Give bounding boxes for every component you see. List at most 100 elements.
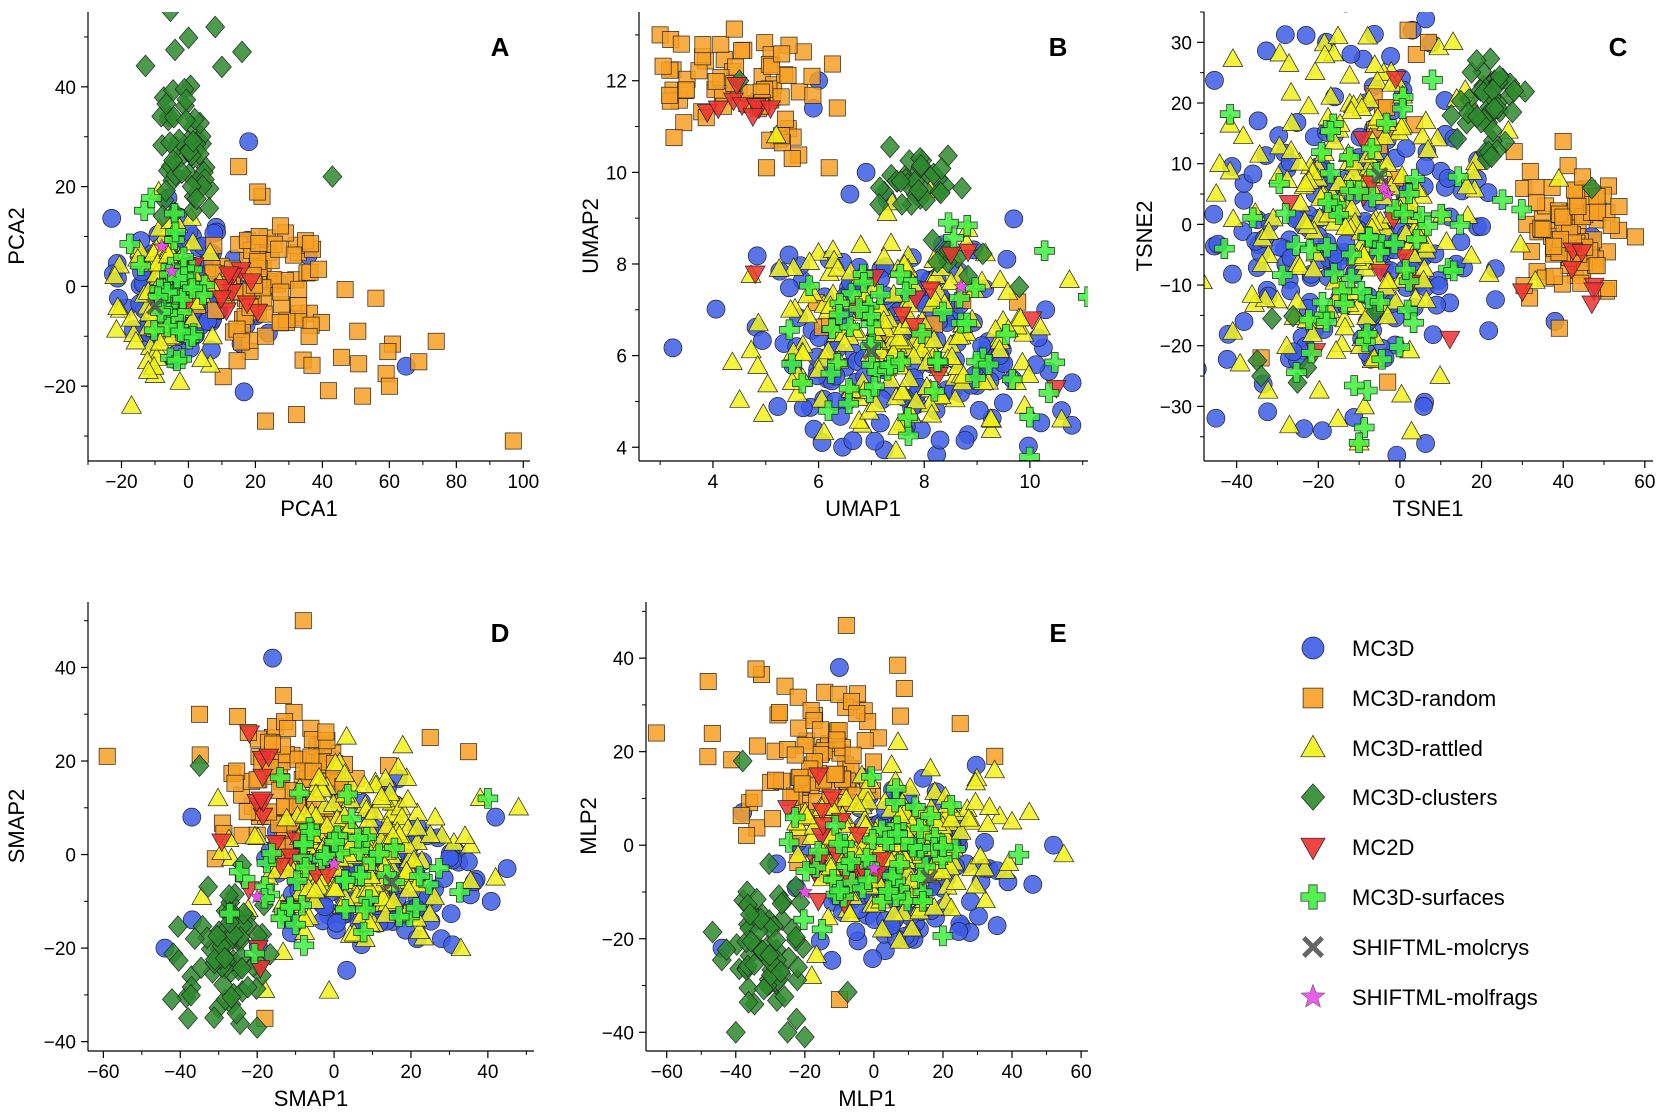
point-surfaces [1285,235,1307,256]
point-rattled [383,890,405,909]
point-rattled [1385,290,1407,310]
point-rattled [392,734,414,754]
point-MC3D [955,430,975,450]
point-random [410,353,428,371]
point-surfaces [405,897,427,918]
point-surfaces [1492,189,1513,211]
point-rattled [740,339,762,359]
point-rattled [835,787,857,807]
point-rattled [121,395,142,414]
point-clusters [322,165,343,188]
point-mc2d [236,295,258,315]
point-surfaces [861,766,882,787]
y-tick-label: 0 [623,836,634,857]
point-surfaces [315,845,336,867]
point-rattled [924,781,946,800]
point-rattled [1377,305,1399,325]
point-surfaces [1320,120,1341,142]
point-surfaces [1385,199,1406,220]
point-MC3D [441,904,461,924]
point-MC3D [1423,325,1443,345]
point-rattled [322,793,344,812]
point-MC3D [1258,402,1277,422]
point-rattled [1249,143,1271,163]
series-molcrys-panel-A [146,297,164,316]
point-clusters [213,973,234,997]
point-surfaces [1008,844,1030,865]
panel-B-points [651,20,1088,461]
point-clusters [1481,145,1502,169]
point-surfaces [829,880,850,901]
point-clusters [247,1016,268,1039]
point-rattled [958,807,980,827]
point-surfaces [334,869,356,891]
point-MC3D [440,848,460,868]
point-rattled [969,845,991,865]
point-clusters [922,228,943,252]
point-rattled [940,897,962,917]
legend-marker-molcrys [1302,936,1324,958]
point-rattled [865,393,887,413]
point-surfaces [1351,280,1372,302]
point-clusters [771,892,792,915]
point-MC3D [994,393,1013,413]
point-rattled [1357,25,1379,45]
point-surfaces [1369,241,1390,263]
point-surfaces [1339,146,1360,168]
point-molfrags [952,278,970,294]
point-surfaces [295,857,316,878]
point-random [191,705,208,723]
point-surfaces [261,842,283,864]
point-surfaces [1431,203,1452,225]
point-rattled [308,766,330,786]
point-rattled [1281,112,1303,131]
point-rattled [1251,253,1273,272]
point-random [661,86,679,104]
y-tick-label: 20 [55,178,76,199]
series-molcrys-panel-C [1370,166,1389,185]
point-mc2d [1393,249,1415,269]
legend-symbol-random [1302,687,1324,709]
legend: MC3D MC3D-random MC3D-rattled MC3D-clust… [1300,636,1538,1010]
point-rattled [1280,140,1302,159]
point-surfaces [1242,207,1263,229]
series-clusters-panel-B [729,69,1030,299]
point-rattled [1442,31,1464,50]
point-surfaces [289,783,310,804]
point-molfrags [796,883,814,899]
point-clusters [759,852,780,876]
point-rattled [1314,44,1336,64]
point-surfaces [1219,103,1241,125]
point-MC3D [1234,190,1254,210]
point-rattled [980,419,1002,438]
point-surfaces [1369,291,1391,313]
point-clusters [787,968,808,992]
legend-entry-mc2d: MC2D [1300,835,1414,861]
panel-D-ticks: −60 −40 −20 0 20 40 −40 −20 0 20 40 [44,620,527,1083]
point-random [1550,319,1568,337]
point-MC3D [337,961,357,980]
point-clusters [1502,100,1523,124]
point-surfaces [1316,236,1338,258]
panel-E-letter: E [1049,618,1066,648]
point-random [288,406,306,424]
point-clusters [184,927,205,951]
point-surfaces [941,794,962,816]
point-surfaces [889,853,910,875]
point-surfaces [1317,192,1339,213]
point-random [733,42,750,60]
point-surfaces [337,784,358,805]
x-tick-label: −40 [1221,472,1253,493]
point-surfaces [1393,203,1415,224]
panel-A-ticks: −20 0 20 40 60 80 100 −20 0 20 40 [44,36,539,493]
point-rattled [1001,810,1023,830]
point-rattled [989,269,1011,288]
point-surfaces [820,363,842,384]
point-surfaces [172,288,193,309]
point-surfaces [841,282,862,304]
point-rattled [799,251,821,270]
point-clusters [156,92,177,116]
point-rattled [1308,379,1330,399]
point-MC3D [1248,111,1268,131]
point-clusters [237,975,258,999]
